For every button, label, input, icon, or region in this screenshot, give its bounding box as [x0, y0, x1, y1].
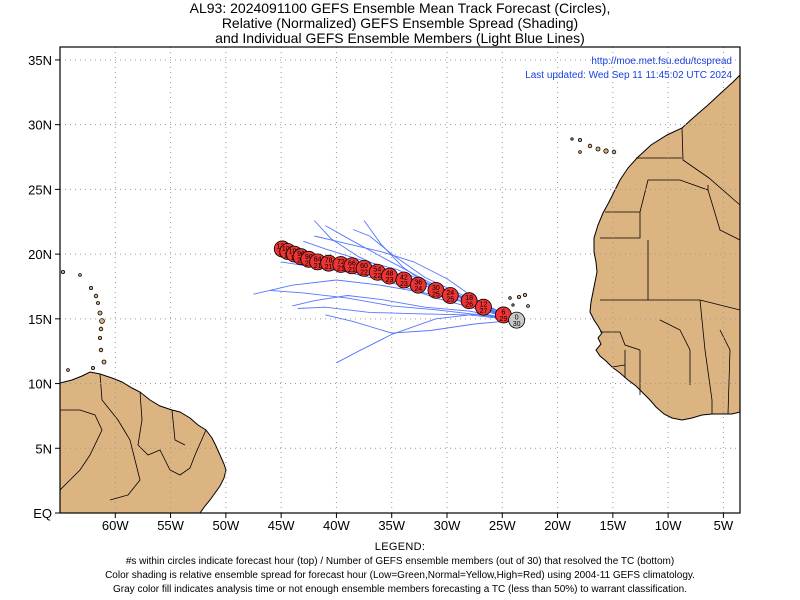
lat-tick-label: 20N — [28, 247, 52, 262]
member-count-label: 22 — [360, 269, 368, 276]
lon-tick-label: 55W — [157, 518, 184, 533]
forecast-hour-label: 12 — [480, 302, 488, 309]
forecast-hour-label: 6 — [501, 309, 505, 316]
lon-tick-label: 60W — [102, 518, 129, 533]
land-south-america — [60, 371, 227, 513]
border-lines-sa — [60, 373, 207, 501]
member-count-label: 25 — [432, 291, 440, 298]
forecast-hour-label: 18 — [465, 295, 473, 302]
title-line-2: Relative (Normalized) GEFS Ensemble Spre… — [221, 15, 579, 31]
member-count-label: 21 — [314, 263, 322, 270]
ensemble-member-tracks — [253, 220, 517, 364]
forecast-hour-label: 42 — [400, 275, 408, 282]
forecast-hour-label: 48 — [386, 271, 394, 278]
longitude-axis: 60W 55W 50W 45W 40W 35W 30W 25W 20W 15W 10W 5W — [102, 513, 734, 533]
lon-tick-label: 30W — [434, 518, 461, 533]
member-track — [325, 314, 517, 334]
forecast-hour-label: 54 — [373, 267, 381, 274]
lat-tick-label: EQ — [33, 506, 52, 521]
track-circle — [409, 276, 427, 294]
lat-tick-label: 15N — [28, 312, 52, 327]
track-point: 030 — [508, 311, 526, 329]
forecast-hour-label: 72 — [337, 259, 345, 266]
land-africa — [589, 74, 740, 421]
member-count-label: 23 — [386, 277, 394, 284]
member-count-label: 22 — [373, 273, 381, 280]
canary-islands — [570, 137, 617, 155]
member-count-label: 21 — [348, 267, 356, 274]
member-track — [297, 306, 517, 321]
source-url[interactable]: http://moe.met.fsu.edu/tcspread — [591, 56, 732, 67]
caribbean-islands — [61, 269, 107, 372]
title-line-3: and Individual GEFS Ensemble Members (Li… — [215, 30, 585, 46]
track-circle — [441, 287, 459, 304]
member-track — [292, 295, 517, 321]
member-count-label: 20 — [305, 260, 313, 267]
lat-tick-label: 30N — [28, 118, 52, 133]
member-track — [336, 313, 517, 364]
lon-tick-label: 15W — [599, 518, 626, 533]
lon-tick-label: 35W — [378, 518, 405, 533]
legend-line-1: #s within circles indicate forecast hour… — [125, 556, 675, 567]
forecast-hour-label: 36 — [414, 280, 422, 287]
legend-heading: LEGEND: — [374, 541, 426, 553]
lon-tick-label: 20W — [544, 518, 571, 533]
forecast-hour-label: 0 — [515, 315, 519, 322]
forecast-hour-label: 66 — [348, 260, 356, 267]
track-circle — [460, 292, 478, 310]
member-count-label: 30 — [513, 321, 521, 328]
cape-verde-islands — [508, 292, 530, 308]
border-lines — [600, 127, 740, 415]
forecast-hour-label: 30 — [432, 285, 440, 292]
member-count-label: 23 — [400, 281, 408, 288]
member-count-label: 29 — [499, 316, 507, 323]
track-circle — [475, 298, 492, 316]
legend-line-2: Color shading is relative ensemble sprea… — [105, 570, 695, 581]
forecast-hour-label: 90 — [305, 254, 313, 261]
last-updated: Last updated: Wed Sep 11 11:45:02 UTC 20… — [525, 70, 732, 81]
forecast-hour-label: 60 — [360, 263, 368, 270]
lon-tick-label: 10W — [655, 518, 682, 533]
lon-tick-label: 50W — [212, 518, 239, 533]
lon-tick-label: 25W — [489, 518, 516, 533]
plot-frame — [59, 46, 741, 514]
lon-tick-label: 40W — [323, 518, 350, 533]
title-line-1: AL93: 2024091100 GEFS Ensemble Mean Trac… — [189, 0, 611, 16]
member-count-label: 26 — [465, 302, 473, 309]
forecast-hour-label: 96 — [297, 251, 305, 258]
lat-tick-label: 25N — [28, 182, 52, 197]
member-count-label: 25 — [446, 297, 454, 304]
lon-tick-label: 5W — [714, 518, 734, 533]
forecast-hour-label: 78 — [325, 258, 333, 265]
forecast-hour-label: 24 — [446, 290, 454, 297]
track-circle — [508, 311, 526, 329]
latitude-axis: EQ 5N 10N 15N 20N 25N 30N 35N — [28, 53, 60, 521]
lat-tick-label: 35N — [28, 53, 52, 68]
member-count-label: 21 — [337, 265, 345, 272]
lat-tick-label: 5N — [35, 441, 52, 456]
mean-track-circles: 1201810819102199620902084217821722166216… — [273, 240, 526, 329]
lon-tick-label: 45W — [268, 518, 295, 533]
lat-tick-label: 10N — [28, 377, 52, 392]
grid-lines — [60, 47, 740, 513]
legend-line-3: Gray color fill indicates analysis time … — [113, 584, 687, 595]
member-count-label: 24 — [414, 286, 422, 293]
forecast-hour-label: 84 — [314, 256, 322, 263]
member-count-label: 21 — [325, 264, 333, 271]
member-count-label: 27 — [480, 308, 488, 315]
